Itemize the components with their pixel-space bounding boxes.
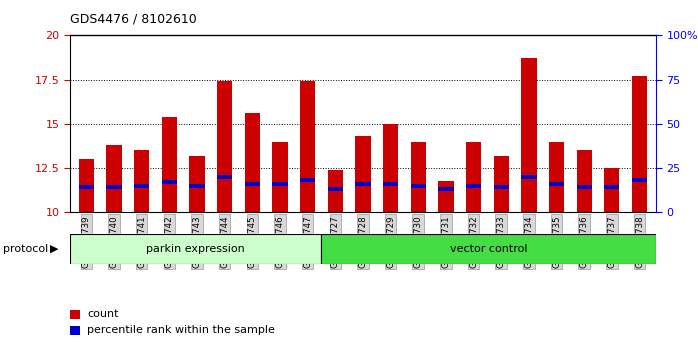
Bar (134, 150, 149, 212)
Bar (70, 234, 321, 264)
Bar (355, 182, 371, 186)
Bar (438, 181, 454, 212)
Bar (327, 170, 343, 212)
Bar (327, 187, 343, 191)
Text: ▶: ▶ (50, 244, 59, 254)
Bar (549, 182, 564, 186)
Bar (162, 180, 177, 184)
Bar (300, 81, 315, 212)
Bar (577, 150, 592, 212)
Text: vector control: vector control (450, 244, 528, 254)
Bar (134, 184, 149, 188)
Bar (466, 184, 481, 188)
Bar (355, 136, 371, 212)
Bar (189, 156, 205, 212)
Bar (521, 58, 537, 212)
Bar (79, 185, 94, 189)
Bar (321, 234, 656, 264)
Bar (217, 81, 232, 212)
Bar (410, 184, 426, 188)
Bar (245, 182, 260, 186)
Bar (217, 175, 232, 179)
Text: percentile rank within the sample: percentile rank within the sample (87, 325, 275, 335)
Text: protocol: protocol (3, 244, 49, 254)
Bar (106, 185, 121, 189)
Bar (549, 142, 564, 212)
Bar (521, 175, 537, 179)
Bar (383, 182, 399, 186)
Bar (493, 156, 509, 212)
Bar (577, 185, 592, 189)
Bar (106, 145, 121, 212)
Bar (79, 159, 94, 212)
Bar (410, 142, 426, 212)
Bar (162, 117, 177, 212)
Bar (466, 142, 481, 212)
Bar (604, 168, 620, 212)
Text: GDS4476 / 8102610: GDS4476 / 8102610 (70, 12, 197, 25)
Bar (189, 184, 205, 188)
Bar (604, 185, 620, 189)
Bar (632, 76, 647, 212)
Bar (300, 178, 315, 182)
Bar (272, 182, 288, 186)
Bar (383, 124, 399, 212)
Bar (438, 187, 454, 191)
Text: parkin expression: parkin expression (146, 244, 245, 254)
Bar (245, 113, 260, 212)
Bar (272, 142, 288, 212)
Bar (632, 178, 647, 182)
Bar (493, 185, 509, 189)
Text: count: count (87, 309, 119, 319)
